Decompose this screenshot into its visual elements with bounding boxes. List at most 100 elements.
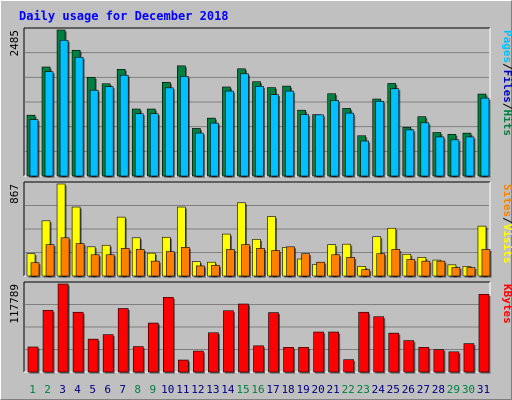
x-tick-label-day-5: 5 (89, 383, 96, 396)
sites-bar-day-9 (150, 260, 160, 277)
files-bar-day-21 (330, 100, 339, 177)
kbytes-bar-day-4 (72, 311, 84, 373)
kbytes-bar-day-9 (147, 322, 159, 373)
kbytes-bar-day-14 (223, 310, 234, 373)
files-bar-day-3 (59, 39, 69, 177)
x-tick-label-day-18: 18 (281, 383, 294, 396)
kbytes-bar-day-2 (42, 310, 54, 373)
files-bar-day-27 (420, 122, 430, 177)
side-label-sites: Sites (501, 184, 512, 217)
kbytes-bar-day-16 (253, 345, 264, 373)
kbytes-bar-day-1 (27, 346, 39, 373)
files-bar-day-29 (450, 139, 460, 177)
sites-bar-day-2 (45, 244, 55, 277)
x-tick-label-day-12: 12 (191, 383, 204, 396)
sites-bar-day-7 (120, 248, 130, 277)
kbytes-bar-day-7 (117, 308, 129, 373)
kbytes-bar-day-23 (358, 311, 370, 373)
files-bar-day-18 (285, 90, 294, 177)
side-label-hits: Hits (501, 110, 512, 137)
files-bar-day-8 (134, 113, 144, 177)
files-bar-day-24 (375, 101, 385, 177)
files-bar-day-28 (435, 136, 445, 177)
x-tick-label-day-8: 8 (134, 383, 141, 396)
side-label-visits: Visits (501, 224, 512, 264)
kbytes-bar-day-26 (403, 340, 415, 373)
sites-bar-day-3 (60, 237, 70, 277)
x-tick-label-day-9: 9 (149, 383, 156, 396)
sites-bar-day-5 (90, 254, 100, 277)
kbytes-bar-day-20 (313, 331, 324, 373)
files-bar-day-11 (180, 76, 189, 177)
files-bar-day-14 (225, 90, 234, 177)
sites-bar-day-27 (421, 260, 431, 277)
kbytes-bar-day-11 (178, 359, 189, 373)
x-tick-label-day-27: 27 (417, 383, 430, 396)
sites-bar-day-8 (135, 249, 145, 277)
kbytes-bar-day-8 (132, 346, 144, 373)
files-bar-day-1 (29, 119, 39, 177)
kbytes-bar-day-19 (298, 347, 309, 373)
sites-bar-day-15 (241, 244, 250, 277)
files-bar-day-16 (255, 86, 264, 177)
files-bar-day-26 (405, 129, 415, 177)
sites-bar-day-1 (30, 262, 40, 277)
side-label-kbytes: KBytes (501, 284, 512, 324)
x-tick-label-day-24: 24 (372, 383, 386, 396)
x-tick-label-day-15: 15 (236, 383, 249, 396)
sites-bar-day-6 (105, 254, 115, 277)
files-bar-day-7 (119, 74, 129, 177)
kbytes-bar-day-18 (283, 347, 294, 373)
kbytes-bar-day-28 (433, 349, 445, 373)
kbytes-bar-day-29 (448, 351, 460, 373)
sites-bar-day-19 (301, 253, 310, 277)
x-tick-label-day-23: 23 (357, 383, 370, 396)
kbytes-bar-day-6 (102, 334, 114, 373)
side-label-separator: / (501, 63, 512, 70)
files-bar-day-2 (44, 71, 54, 177)
files-bar-day-13 (210, 122, 219, 177)
sites-bar-day-16 (256, 248, 265, 277)
x-tick-label-day-31: 31 (477, 383, 490, 396)
x-tick-label-day-28: 28 (432, 383, 445, 396)
chart-title: Daily usage for December 2018 (19, 9, 229, 23)
kbytes-max-label: 117789 (8, 284, 21, 324)
files-bar-day-30 (465, 136, 475, 177)
sites-bar-day-13 (211, 265, 220, 277)
files-bar-day-23 (360, 140, 370, 177)
sites-bar-day-21 (331, 254, 340, 277)
x-tick-label-day-11: 11 (176, 383, 189, 396)
files-bar-day-4 (74, 57, 84, 177)
x-tick-label-day-13: 13 (206, 383, 219, 396)
sites-bar-day-30 (466, 267, 476, 277)
x-tick-label-day-7: 7 (119, 383, 126, 396)
files-bar-day-22 (345, 112, 354, 177)
x-tick-label-day-20: 20 (312, 383, 325, 396)
sites-bar-day-18 (286, 246, 295, 277)
sites-bar-day-29 (451, 267, 461, 277)
sites-bar-day-10 (165, 251, 175, 277)
sites-bar-day-11 (181, 247, 190, 277)
kbytes-bar-day-22 (343, 359, 354, 373)
x-tick-label-day-1: 1 (29, 383, 36, 396)
kbytes-bar-day-17 (268, 312, 279, 373)
x-tick-label-day-30: 30 (462, 383, 475, 396)
sites-bar-day-12 (196, 265, 205, 277)
kbytes-side-label: KBytes (501, 284, 512, 324)
kbytes-bar-day-25 (388, 332, 400, 373)
x-tick-label-day-26: 26 (402, 383, 415, 396)
visits-max-label: 867 (8, 184, 21, 204)
x-tick-label-day-14: 14 (221, 383, 235, 396)
x-tick-label-day-10: 10 (161, 383, 174, 396)
sites-bar-day-28 (436, 260, 446, 277)
files-bar-day-12 (195, 132, 204, 177)
kbytes-bar-day-31 (478, 294, 490, 373)
files-bar-day-9 (149, 113, 159, 177)
kbytes-bar-day-24 (373, 316, 385, 373)
x-tick-label-day-3: 3 (59, 383, 66, 396)
sites-bar-day-22 (346, 257, 355, 277)
files-bar-day-5 (89, 89, 99, 177)
sites-bar-day-20 (316, 261, 325, 277)
sites-bar-day-14 (226, 249, 235, 277)
